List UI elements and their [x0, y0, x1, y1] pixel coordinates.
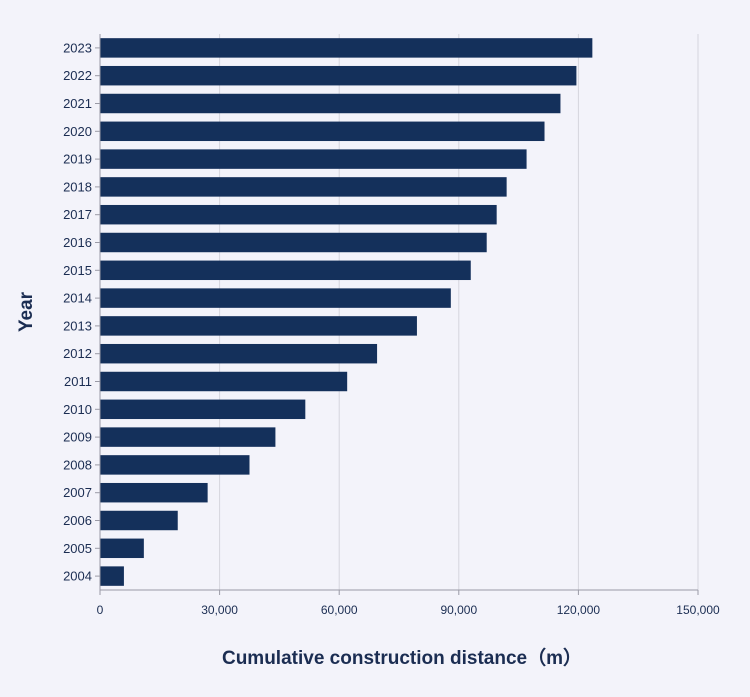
y-axis-title: Year [16, 291, 37, 332]
bar-2008 [100, 455, 250, 475]
y-tick-label: 2013 [63, 318, 92, 333]
y-tick-label: 2006 [63, 513, 92, 528]
bar-2007 [100, 482, 208, 503]
bar-2015 [100, 260, 471, 281]
y-tick-label: 2004 [63, 569, 92, 584]
labels: 0 30,000 60,000 90,000 120,000 150,000 2004 200… [63, 40, 720, 617]
bar-2023 [100, 38, 593, 58]
y-tick-label: 2020 [63, 124, 92, 139]
bars [100, 38, 593, 586]
y-tick-label: 2011 [64, 374, 92, 389]
y-tick-label: 2010 [63, 402, 92, 417]
x-tick-label: 90,000 [440, 603, 477, 617]
bar-2011 [100, 371, 348, 392]
y-tick-label: 2007 [63, 485, 92, 500]
bar-2012 [100, 343, 378, 364]
bar-2009 [100, 427, 276, 447]
axes [95, 34, 699, 595]
x-tick-label: 60,000 [321, 603, 358, 617]
bar-2019 [100, 149, 527, 169]
gridlines [219, 34, 699, 590]
bar-2006 [100, 510, 178, 531]
y-tick-label: 2016 [63, 235, 92, 250]
bar-2020 [100, 121, 545, 142]
x-axis-title: Cumulative construction distance（m） [222, 646, 582, 669]
y-tick-label: 2009 [63, 430, 92, 445]
y-tick-label: 2014 [63, 291, 92, 306]
bar-2018 [100, 177, 507, 197]
y-tick-label: 2022 [63, 68, 92, 83]
y-tick-label: 2008 [63, 457, 92, 472]
bar-2017 [100, 204, 497, 225]
y-tick-label: 2017 [63, 207, 92, 222]
y-tick-label: 2018 [63, 179, 92, 194]
bar-2013 [100, 316, 417, 336]
x-tick-label: 120,000 [557, 603, 601, 617]
bar-2005 [100, 538, 144, 559]
y-tick-label: 2012 [63, 346, 92, 361]
x-tick-label: 150,000 [676, 603, 720, 617]
bar-2004 [100, 566, 124, 586]
bar-2021 [100, 93, 561, 114]
y-tick-label: 2021 [63, 96, 92, 111]
bar-2022 [100, 65, 577, 86]
x-tick-label: 0 [97, 603, 104, 617]
bar-2014 [100, 288, 451, 308]
bar-2016 [100, 232, 487, 253]
y-tick-label: 2019 [63, 152, 92, 167]
y-tick-label: 2023 [63, 40, 92, 55]
bar-2010 [100, 399, 306, 420]
y-tick-label: 2005 [63, 541, 92, 556]
x-tick-label: 30,000 [201, 603, 238, 617]
y-tick-label: 2015 [63, 263, 92, 278]
